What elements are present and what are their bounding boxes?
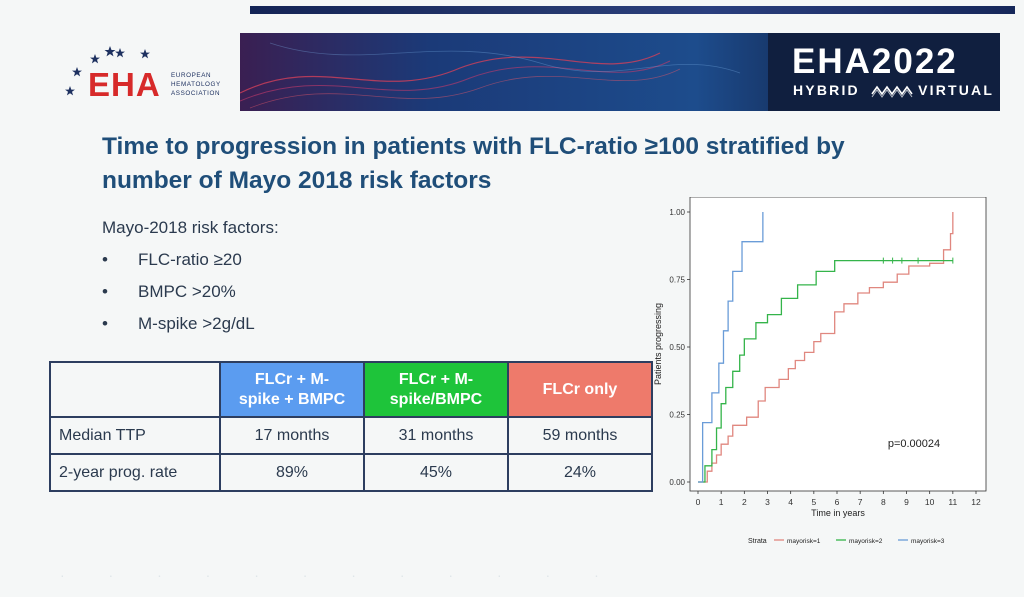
km-chart: 0.000.250.500.751.000 1 2 3 4 5 6 7 8 9 10 11 12Time… xyxy=(653,197,987,545)
ttp-table: FLCr + M- spike + BMPC FLCr + M- spike/B… xyxy=(49,361,653,492)
y-axis-label: Patients progressing xyxy=(653,303,663,385)
star-icon xyxy=(115,48,125,58)
header-cell-group-3: FLCr + M- spike + BMPC xyxy=(219,361,365,418)
table-cell: 31 months xyxy=(363,416,509,455)
x-axis-label: Time in years xyxy=(811,508,865,518)
y-tick-label: 0.25 xyxy=(669,411,685,420)
risk-factors-heading: Mayo-2018 risk factors: xyxy=(102,218,279,237)
table-cell: 24% xyxy=(507,453,653,492)
y-tick-label: 0.75 xyxy=(669,276,685,285)
legend-label: mayorisk=3 xyxy=(911,538,945,545)
x-tick-label: 11 xyxy=(948,497,957,507)
x-tick-label: 7 xyxy=(858,497,863,507)
table-cell: 17 months xyxy=(219,416,365,455)
row-label: Median TTP xyxy=(49,416,221,455)
table-corner-cell xyxy=(49,361,221,418)
x-tick-label: 8 xyxy=(881,497,886,507)
x-tick-label: 9 xyxy=(904,497,909,507)
x-tick-label: 5 xyxy=(811,497,816,507)
legend-label: mayorisk=1 xyxy=(787,538,821,545)
table-cell: 89% xyxy=(219,453,365,492)
wave-icon xyxy=(871,85,913,98)
banner-artwork xyxy=(240,33,1000,111)
x-tick-label: 1 xyxy=(719,497,724,507)
y-tick-label: 0.50 xyxy=(669,343,685,352)
congress-subtitle: HYBRID VIRTUAL xyxy=(793,82,995,98)
table-row: Median TTP 17 months 31 months 59 months xyxy=(49,416,653,455)
slide-title: Time to progression in patients with FLC… xyxy=(102,133,845,194)
x-tick-label: 4 xyxy=(788,497,793,507)
footer-decor: · · · · · · · · · · · · · · · xyxy=(60,567,600,581)
series-line-mayorisk-2 xyxy=(698,259,953,483)
header-cell-group-1: FLCr only xyxy=(507,361,653,418)
y-tick-label: 1.00 xyxy=(669,208,685,217)
x-tick-label: 3 xyxy=(765,497,770,507)
list-item: • FLC-ratio ≥20 xyxy=(102,250,242,269)
eha-stars-logo xyxy=(65,46,150,96)
x-tick-label: 6 xyxy=(835,497,840,507)
x-tick-label: 10 xyxy=(925,497,935,507)
list-item: • M-spike >2g/dL xyxy=(102,314,255,333)
x-tick-label: 12 xyxy=(971,497,981,507)
table-row: 2-year prog. rate 89% 45% 24% xyxy=(49,453,653,492)
star-icon xyxy=(140,49,150,59)
table-cell: 59 months xyxy=(507,416,653,455)
congress-title: EHA2022 xyxy=(792,42,958,81)
table-header-row: FLCr + M- spike + BMPC FLCr + M- spike/B… xyxy=(49,361,653,418)
star-icon xyxy=(65,86,75,96)
p-value-annotation: p=0.00024 xyxy=(888,438,940,450)
risk-factors-list: • FLC-ratio ≥20 • BMPC >20% • M-spike >2g/d… xyxy=(102,250,255,346)
star-icon xyxy=(104,46,116,57)
star-icon xyxy=(90,54,100,64)
series-line-mayorisk-1 xyxy=(698,212,954,483)
x-tick-label: 2 xyxy=(742,497,747,507)
bullet-icon: • xyxy=(102,314,108,333)
legend-title: Strata xyxy=(748,538,767,545)
series-line-mayorisk-3 xyxy=(698,212,764,483)
x-tick-label: 0 xyxy=(696,497,701,507)
top-decor-strip xyxy=(250,6,1015,14)
header-cell-group-2: FLCr + M- spike/BMPC xyxy=(363,361,509,418)
association-name: EUROPEAN HEMATOLOGY ASSOCIATION xyxy=(171,72,221,97)
eha-logo-text: EHA xyxy=(88,66,161,103)
bullet-icon: • xyxy=(102,282,108,301)
row-label: 2-year prog. rate xyxy=(49,453,221,492)
star-icon xyxy=(72,67,82,77)
table-cell: 45% xyxy=(363,453,509,492)
plot-panel xyxy=(689,197,987,492)
list-item: • BMPC >20% xyxy=(102,282,236,301)
legend-label: mayorisk=2 xyxy=(849,538,883,545)
bullet-icon: • xyxy=(102,250,108,269)
y-tick-label: 0.00 xyxy=(669,478,685,487)
